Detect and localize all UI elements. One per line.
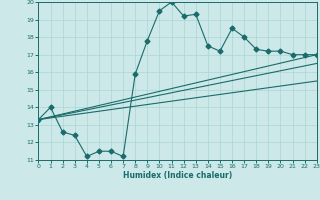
X-axis label: Humidex (Indice chaleur): Humidex (Indice chaleur) (123, 171, 232, 180)
